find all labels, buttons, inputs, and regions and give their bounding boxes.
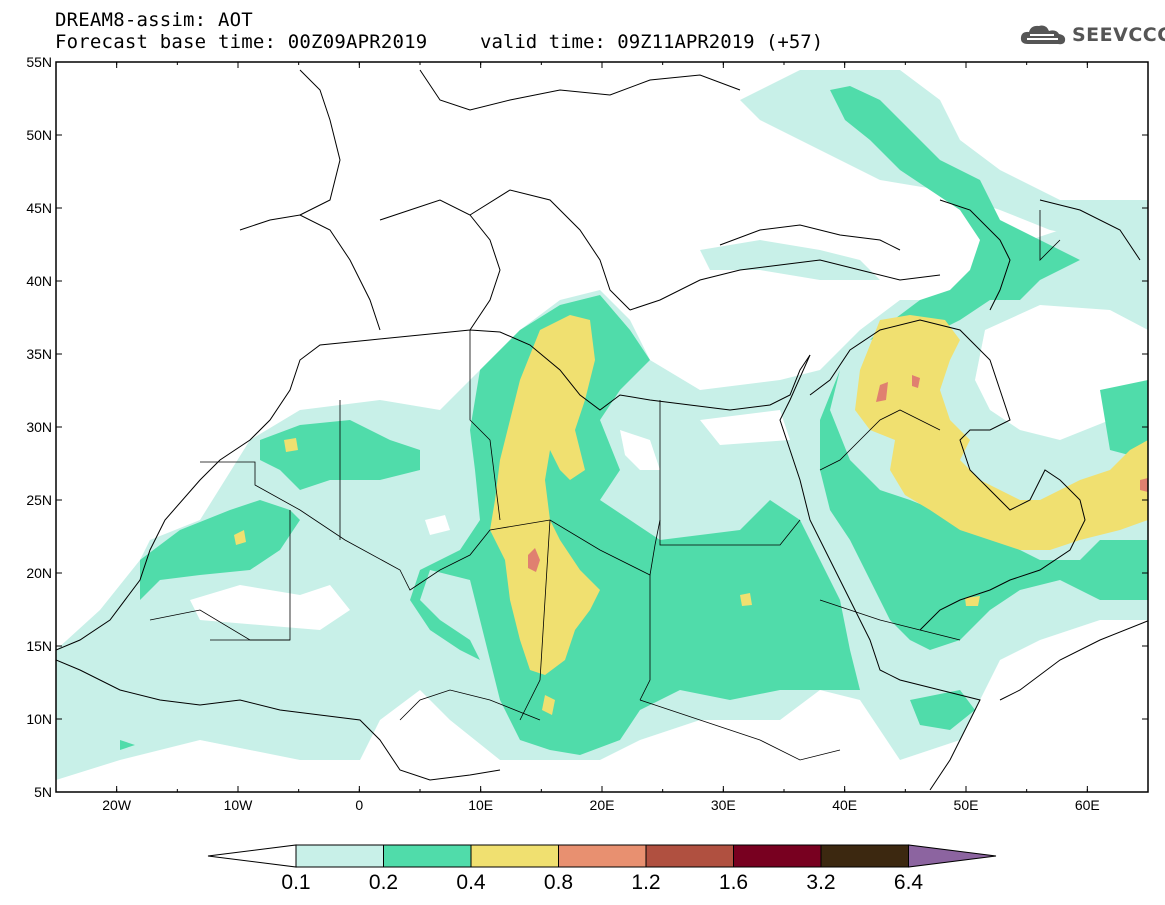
cloud-icon: [1020, 25, 1066, 45]
colorbar-label: 0.2: [368, 871, 399, 894]
longitude-labels: 20W 10W 0 10E 20E 30E 40E 50E 60E: [102, 797, 1100, 813]
colorbar-right-arrow: [908, 844, 997, 868]
valid-time: valid time: 09Z11APR2019 (+57): [480, 31, 824, 53]
lat-label: 40N: [26, 273, 52, 289]
colorbar-segment: [470, 844, 559, 868]
colorbar-segment: [383, 844, 472, 868]
lon-label: 60E: [1075, 797, 1100, 813]
lon-label: 30E: [711, 797, 736, 813]
lat-label: 20N: [26, 565, 52, 581]
colorbar-segment: [820, 844, 909, 868]
colorbar-label: 0.8: [543, 871, 574, 894]
map-title: DREAM8-assim: AOT: [55, 9, 253, 31]
lon-label: 0: [355, 797, 363, 813]
colorbar: [207, 844, 997, 868]
colorbar-segment: [295, 844, 384, 868]
lat-label: 5N: [34, 784, 52, 800]
lon-label: 20E: [590, 797, 615, 813]
latitude-labels: 55N 50N 45N 40N 35N 30N 25N 20N 15N 10N 5N: [26, 54, 52, 800]
lat-label: 45N: [26, 200, 52, 216]
lon-label: 20W: [102, 797, 132, 813]
colorbar-label: 1.6: [718, 871, 749, 894]
aot-band-0.4: [234, 315, 1148, 715]
aot-band-0.8: [528, 375, 1148, 572]
coastlines: [56, 69, 1148, 791]
lat-label: 55N: [26, 54, 52, 70]
lat-label: 15N: [26, 638, 52, 654]
lon-label: 10E: [468, 797, 493, 813]
lat-label: 50N: [26, 127, 52, 143]
lon-label: 10W: [224, 797, 254, 813]
lat-label: 10N: [26, 711, 52, 727]
lat-label: 25N: [26, 492, 52, 508]
lat-label: 35N: [26, 346, 52, 362]
colorbar-label: 6.4: [893, 871, 924, 894]
aot-field: [56, 70, 1148, 780]
axis-ticks: [55, 61, 1149, 793]
colorbar-segment: [645, 844, 734, 868]
colorbar-segment: [558, 844, 647, 868]
lon-label: 50E: [954, 797, 979, 813]
logo-text: SEEVCCC: [1072, 24, 1165, 46]
colorbar-left-arrow: [207, 844, 297, 868]
forecast-base-time: Forecast base time: 00Z09APR2019: [55, 31, 428, 53]
colorbar-label: 0.4: [456, 871, 486, 894]
seevccc-logo: SEEVCCC: [1018, 22, 1165, 48]
colorbar-label: 1.2: [631, 871, 661, 894]
lon-label: 40E: [832, 797, 857, 813]
colorbar-label: 0.1: [281, 871, 311, 894]
colorbar-label: 3.2: [806, 871, 836, 894]
lat-label: 30N: [26, 419, 52, 435]
colorbar-segment: [733, 844, 822, 868]
country-borders: [149, 210, 1061, 761]
